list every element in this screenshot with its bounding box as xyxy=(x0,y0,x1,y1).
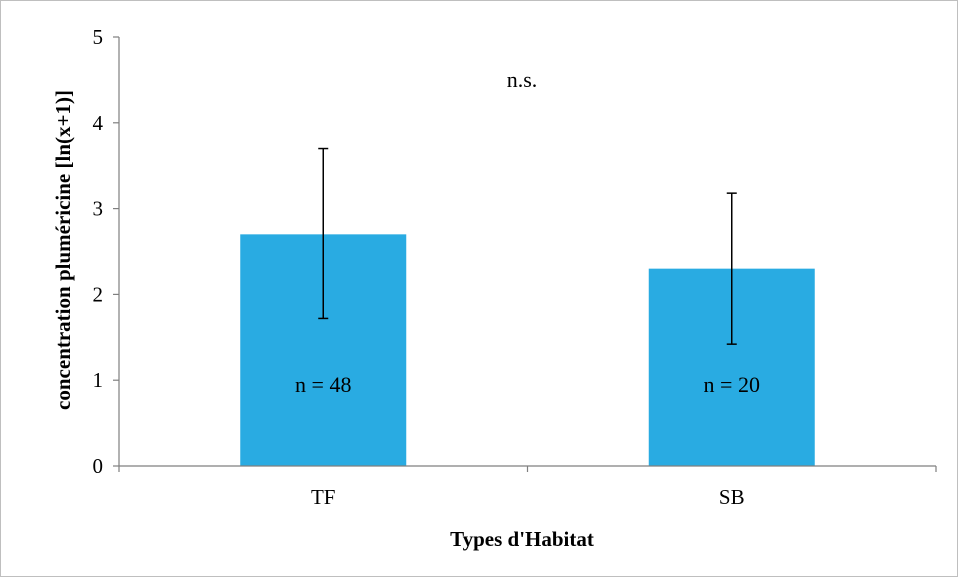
bar-sample-size-label: n = 20 xyxy=(704,372,760,397)
x-axis-title: Types d'Habitat xyxy=(450,527,594,551)
labels-layer: 0 1 2 3 4 5 n = 48 TF n = 20 SB xyxy=(93,25,760,509)
y-tick-label: 1 xyxy=(93,368,104,392)
y-tick-label: 4 xyxy=(93,111,104,135)
y-tick-label: 5 xyxy=(93,25,104,49)
y-axis-title: concentration pluméricine [ln(x+1)] xyxy=(51,90,75,410)
x-tick-label: SB xyxy=(719,485,745,509)
x-tick-label: TF xyxy=(311,485,336,509)
bars-layer xyxy=(240,147,815,466)
significance-annotation: n.s. xyxy=(507,67,538,92)
y-tick-label: 3 xyxy=(93,197,104,221)
y-tick-label: 2 xyxy=(93,282,104,306)
bar-sample-size-label: n = 48 xyxy=(295,372,351,397)
ticks-layer xyxy=(113,36,937,472)
y-tick-label: 0 xyxy=(93,454,104,478)
